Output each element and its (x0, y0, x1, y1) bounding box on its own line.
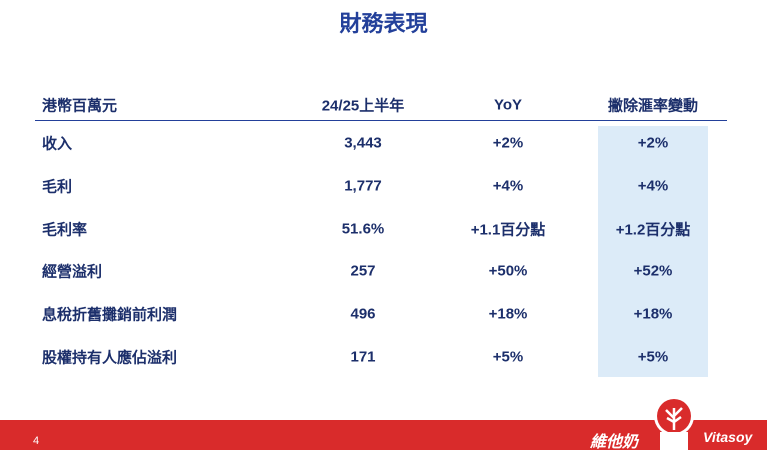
row-label: 股權持有人應佔溢利 (42, 349, 178, 367)
column-header: 港幣百萬元 (42, 97, 118, 115)
yoy-value: +18% (488, 305, 528, 323)
slide-title: 財務表現 (339, 11, 428, 36)
fx-adjusted-value: +4% (637, 177, 669, 195)
yoy-value: +1.1百分點 (470, 221, 546, 239)
half-year-value: 1,777 (344, 177, 382, 195)
fx-adjusted-value: +1.2百分點 (615, 221, 691, 239)
header-rule (35, 120, 727, 121)
half-year-value: 496 (350, 305, 376, 323)
highlight-column (598, 126, 708, 377)
yoy-value: +4% (492, 177, 524, 195)
column-header: YoY (493, 96, 523, 114)
half-year-value: 51.6% (341, 220, 385, 238)
fx-adjusted-value: +18% (633, 305, 673, 323)
fx-adjusted-value: +2% (637, 134, 669, 152)
footer-band (0, 420, 767, 450)
page-number: 4 (33, 435, 40, 447)
logo-chinese: 維他奶 (590, 434, 639, 451)
row-label: 毛利 (42, 178, 73, 196)
logo-badge (654, 396, 694, 450)
yoy-value: +2% (492, 134, 524, 152)
badge-box (660, 432, 688, 450)
fx-adjusted-value: +52% (633, 262, 673, 280)
yoy-value: +5% (492, 348, 524, 366)
yoy-value: +50% (488, 262, 528, 280)
badge-leaf (665, 407, 683, 430)
half-year-value: 257 (350, 262, 376, 280)
row-label: 經營溢利 (42, 263, 103, 281)
row-label: 收入 (42, 135, 73, 153)
half-year-value: 171 (350, 348, 376, 366)
row-label: 息稅折舊攤銷前利潤 (42, 306, 178, 324)
column-header: 撇除滙率變動 (607, 97, 698, 115)
logo-english: Vitasoy (703, 429, 753, 445)
half-year-value: 3,443 (344, 134, 382, 152)
row-label: 毛利率 (42, 221, 88, 239)
column-header: 24/25上半年 (321, 97, 405, 115)
fx-adjusted-value: +5% (637, 348, 669, 366)
